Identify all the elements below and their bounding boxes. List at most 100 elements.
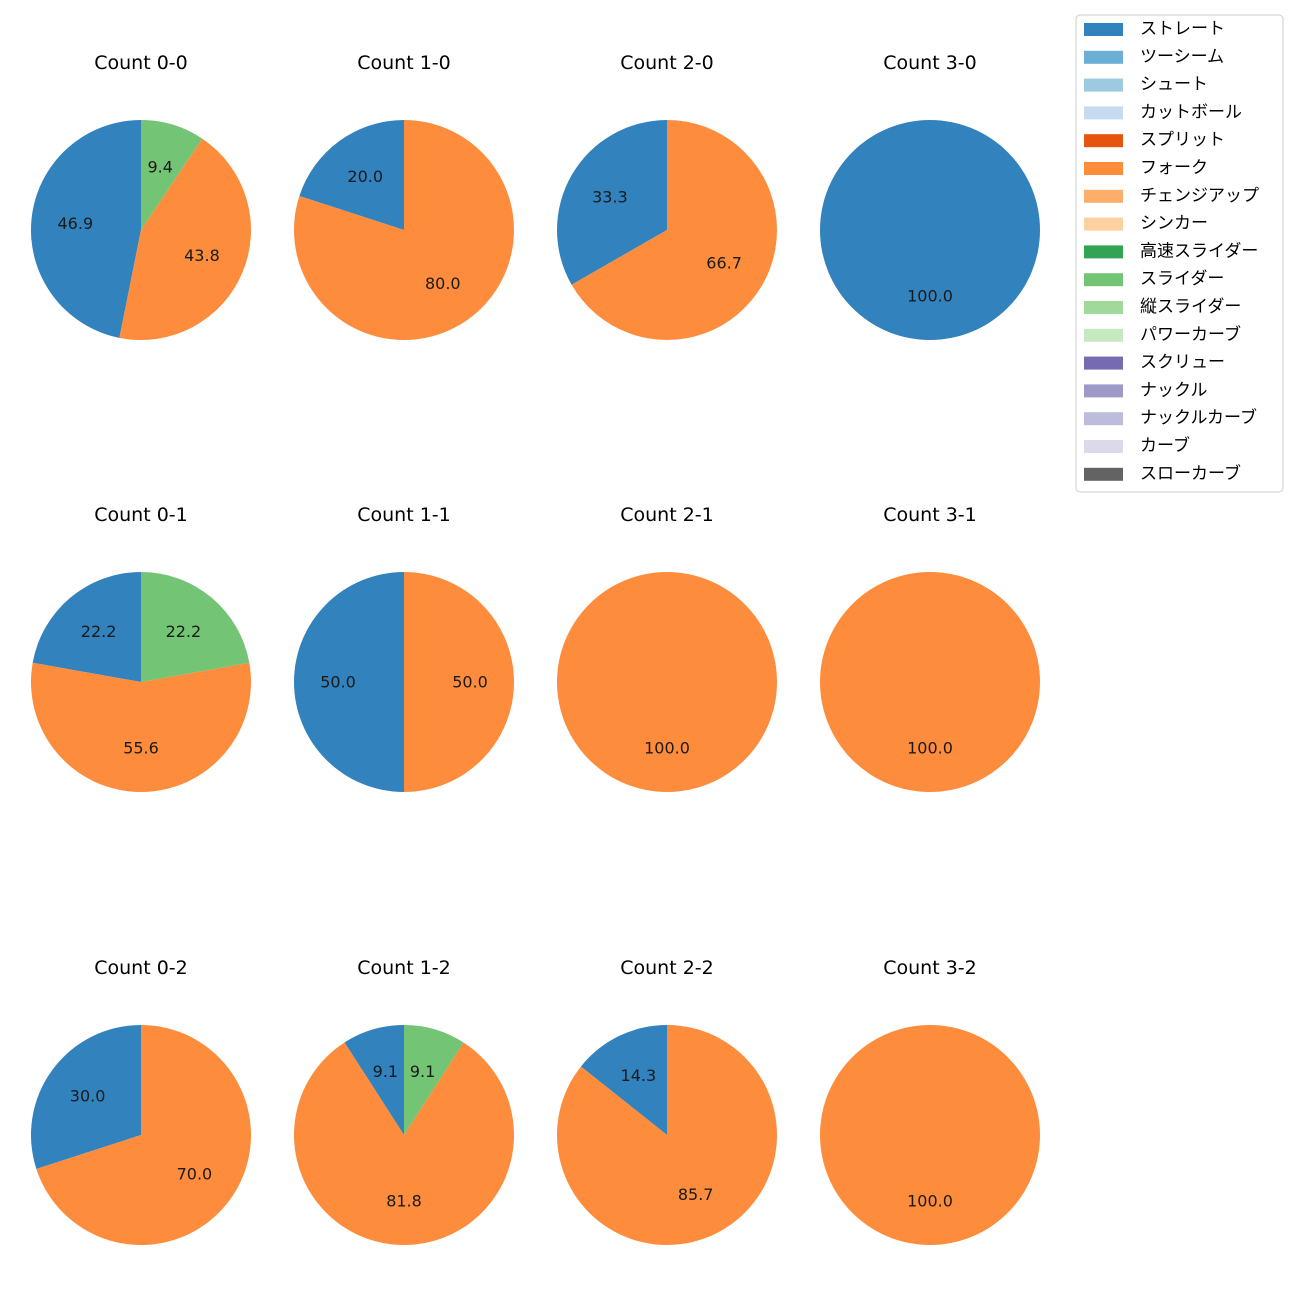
pie-slice xyxy=(294,572,404,792)
pie-title: Count 0-0 xyxy=(94,52,188,74)
pie-title: Count 1-0 xyxy=(357,52,451,74)
legend-swatch xyxy=(1084,106,1123,120)
pie-slice xyxy=(820,572,1040,792)
legend-label: チェンジアップ xyxy=(1140,186,1259,206)
legend-item: スプリット xyxy=(1084,130,1225,150)
pie-chart: Count 1-2 9.1 81.8 9.1 xyxy=(294,957,514,1246)
legend-swatch xyxy=(1084,245,1123,259)
pie-chart: Count 3-1 100.0 xyxy=(820,504,1040,792)
pie-slice xyxy=(344,1025,404,1135)
legend-swatch xyxy=(1084,189,1123,203)
pie-slice-label: 9.1 xyxy=(410,1062,435,1081)
legend-swatch xyxy=(1084,328,1123,342)
pie-slice xyxy=(571,120,777,340)
legend-label: ナックル xyxy=(1140,380,1208,400)
pie-slice-label: 33.3 xyxy=(592,187,628,206)
legend-label: シュート xyxy=(1140,75,1208,95)
pie-slice-label: 22.2 xyxy=(81,622,117,641)
legend-swatch xyxy=(1084,78,1123,92)
legend-frame xyxy=(1075,14,1284,493)
legend-swatch xyxy=(1084,50,1123,64)
legend-label: スローカーブ xyxy=(1140,463,1241,484)
pie-slice xyxy=(30,1025,142,1169)
legend-label: スプリット xyxy=(1140,130,1225,150)
pie-slice xyxy=(36,1025,251,1245)
legend-swatch xyxy=(1084,384,1123,398)
legend-swatch xyxy=(1084,217,1123,231)
legend-item: ストレート xyxy=(1084,19,1225,39)
pie-slice xyxy=(556,120,667,285)
pie-slice xyxy=(820,120,1040,340)
pie-slice-label: 46.9 xyxy=(58,214,94,233)
pie-slice xyxy=(293,120,514,340)
legend-item: カットボール xyxy=(1084,102,1242,122)
pie-slice xyxy=(557,572,777,792)
pie-slice-label: 55.6 xyxy=(123,739,159,758)
pie-chart: Count 0-2 30.0 70.0 xyxy=(30,957,251,1245)
legend-label: 高速スライダー xyxy=(1140,241,1258,261)
pie-slice xyxy=(31,662,252,793)
pie-title: Count 3-0 xyxy=(883,52,977,74)
legend-item: ナックルカーブ xyxy=(1084,407,1257,428)
pie-slice xyxy=(404,1025,464,1135)
legend-swatch xyxy=(1084,356,1123,370)
legend-swatch xyxy=(1084,162,1123,175)
pie-slice-label: 43.8 xyxy=(184,246,220,265)
pie-slice-label: 50.0 xyxy=(452,673,488,692)
legend-swatch xyxy=(1084,134,1123,148)
pie-chart: Count 3-0 100.0 xyxy=(820,52,1040,340)
legend-label: スライダー xyxy=(1140,269,1224,289)
legend-item: スローカーブ xyxy=(1084,463,1241,484)
pie-chart: Count 0-0 46.9 43.8 9.4 xyxy=(30,52,252,341)
legend-label: フォーク xyxy=(1140,158,1208,178)
legend-label: スクリュー xyxy=(1140,353,1225,373)
pie-slice xyxy=(557,1025,778,1245)
pie-slice-label: 100.0 xyxy=(907,287,953,306)
legend-label: シンカー xyxy=(1140,214,1208,234)
pie-title: Count 0-1 xyxy=(94,504,188,526)
pie-slice xyxy=(30,120,141,338)
pie-slice-label: 85.7 xyxy=(678,1185,714,1204)
pie-chart: Count 3-2 100.0 xyxy=(820,957,1040,1245)
legend-item: フォーク xyxy=(1084,158,1208,178)
pie-slice-label: 100.0 xyxy=(644,739,690,758)
legend-item: ナックル xyxy=(1084,380,1208,400)
pie-chart: Count 0-1 22.2 55.6 22.2 xyxy=(31,504,252,793)
pie-slice xyxy=(299,120,404,230)
legend-label: 縦スライダー xyxy=(1140,297,1241,317)
legend-label: ナックルカーブ xyxy=(1140,407,1257,428)
legend-swatch xyxy=(1084,23,1123,36)
legend-item: カーブ xyxy=(1084,435,1190,456)
legend-item: シュート xyxy=(1084,75,1208,95)
pie-chart: Count 2-1 100.0 xyxy=(557,504,777,792)
legend-item: スライダー xyxy=(1084,269,1224,289)
pie-slice xyxy=(141,572,250,682)
pie-title: Count 3-2 xyxy=(883,957,977,979)
pie-slice-label: 9.4 xyxy=(147,157,172,176)
pie-slice xyxy=(119,138,252,341)
pie-title: Count 1-1 xyxy=(357,504,451,526)
legend-label: ツーシーム xyxy=(1140,47,1224,67)
pie-slice-label: 80.0 xyxy=(425,274,461,293)
pie-chart: Count 1-1 50.0 50.0 xyxy=(294,504,514,792)
legend: ストレートツーシームシュートカットボールスプリットフォークチェンジアップシンカー… xyxy=(1075,14,1284,493)
pie-slice-label: 81.8 xyxy=(386,1192,422,1211)
pie-title: Count 2-0 xyxy=(620,52,714,74)
pie-title: Count 2-2 xyxy=(620,957,714,979)
legend-item: チェンジアップ xyxy=(1084,186,1259,206)
pie-slice-label: 9.1 xyxy=(373,1062,398,1081)
legend-swatch xyxy=(1084,467,1123,481)
legend-label: カーブ xyxy=(1140,435,1190,456)
pie-slice-label: 100.0 xyxy=(907,1192,953,1211)
pie-chart: Count 1-0 20.0 80.0 xyxy=(293,52,514,340)
pie-slice xyxy=(820,1025,1040,1245)
legend-label: パワーカーブ xyxy=(1140,324,1241,345)
pie-slice xyxy=(404,572,514,792)
pie-slice-label: 20.0 xyxy=(347,167,383,186)
pie-title: Count 1-2 xyxy=(357,957,451,979)
legend-item: スクリュー xyxy=(1084,353,1225,373)
legend-swatch xyxy=(1084,440,1123,453)
pie-chart: Count 2-2 14.3 85.7 xyxy=(557,957,778,1245)
